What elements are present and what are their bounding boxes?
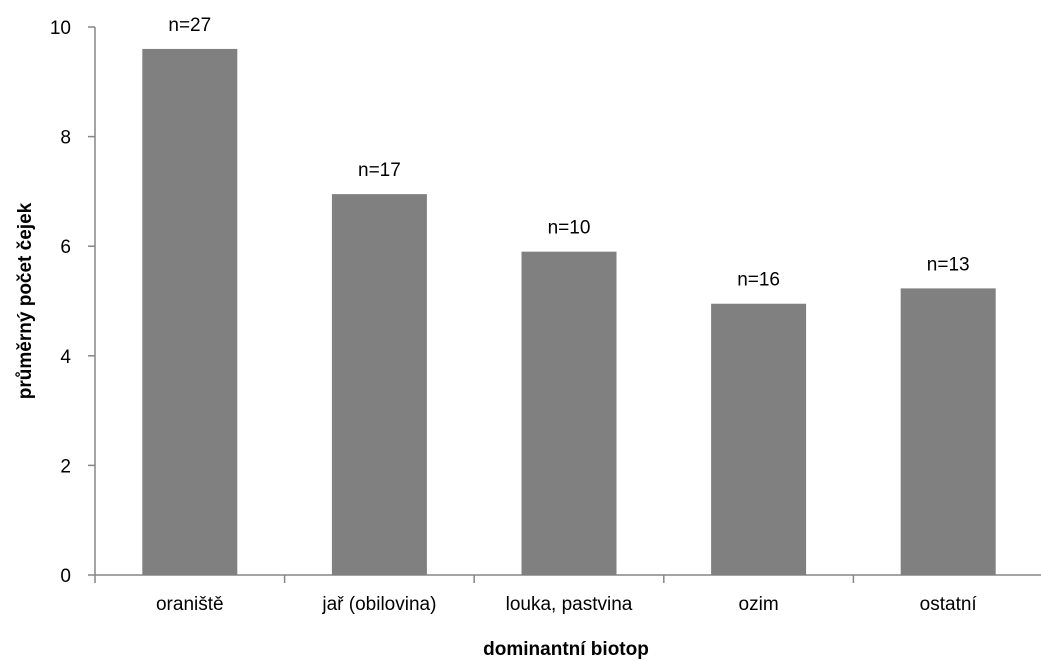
y-axis: 0 2 4 6 8 10 (50, 18, 96, 587)
x-tick-label: ostatní (920, 594, 978, 615)
x-axis: oraniště jař (obilovina) louka, pastvina oz… (94, 574, 1041, 615)
y-axis-title: průměrný počet čejek (15, 202, 36, 399)
y-tick-label: 10 (50, 18, 71, 39)
bar-data-label: n=27 (168, 15, 211, 36)
bar (711, 303, 807, 575)
y-tick-label: 8 (60, 128, 71, 149)
x-tick-label: louka, pastvina (506, 594, 633, 615)
bar (900, 288, 996, 575)
y-tick-label: 2 (60, 456, 71, 477)
bar-data-label: n=10 (548, 218, 591, 239)
bar-data-label: n=16 (737, 270, 780, 291)
bar (521, 251, 617, 575)
x-tick-label: ozim (739, 594, 779, 615)
bar (331, 194, 427, 575)
y-tick-label: 6 (60, 237, 71, 258)
data-labels: n=27 n=17 n=10 n=16 n=13 (168, 15, 969, 291)
y-tick-label: 4 (60, 347, 71, 368)
bar-data-label: n=13 (927, 254, 970, 275)
x-axis-title: dominantní biotop (483, 639, 649, 660)
bar (142, 48, 238, 576)
bars (142, 48, 996, 576)
y-tick-label: 0 (60, 566, 71, 587)
x-tick-label: oraniště (156, 594, 224, 615)
x-tick-label: jař (obilovina) (321, 594, 436, 615)
bar-data-label: n=17 (358, 160, 401, 181)
